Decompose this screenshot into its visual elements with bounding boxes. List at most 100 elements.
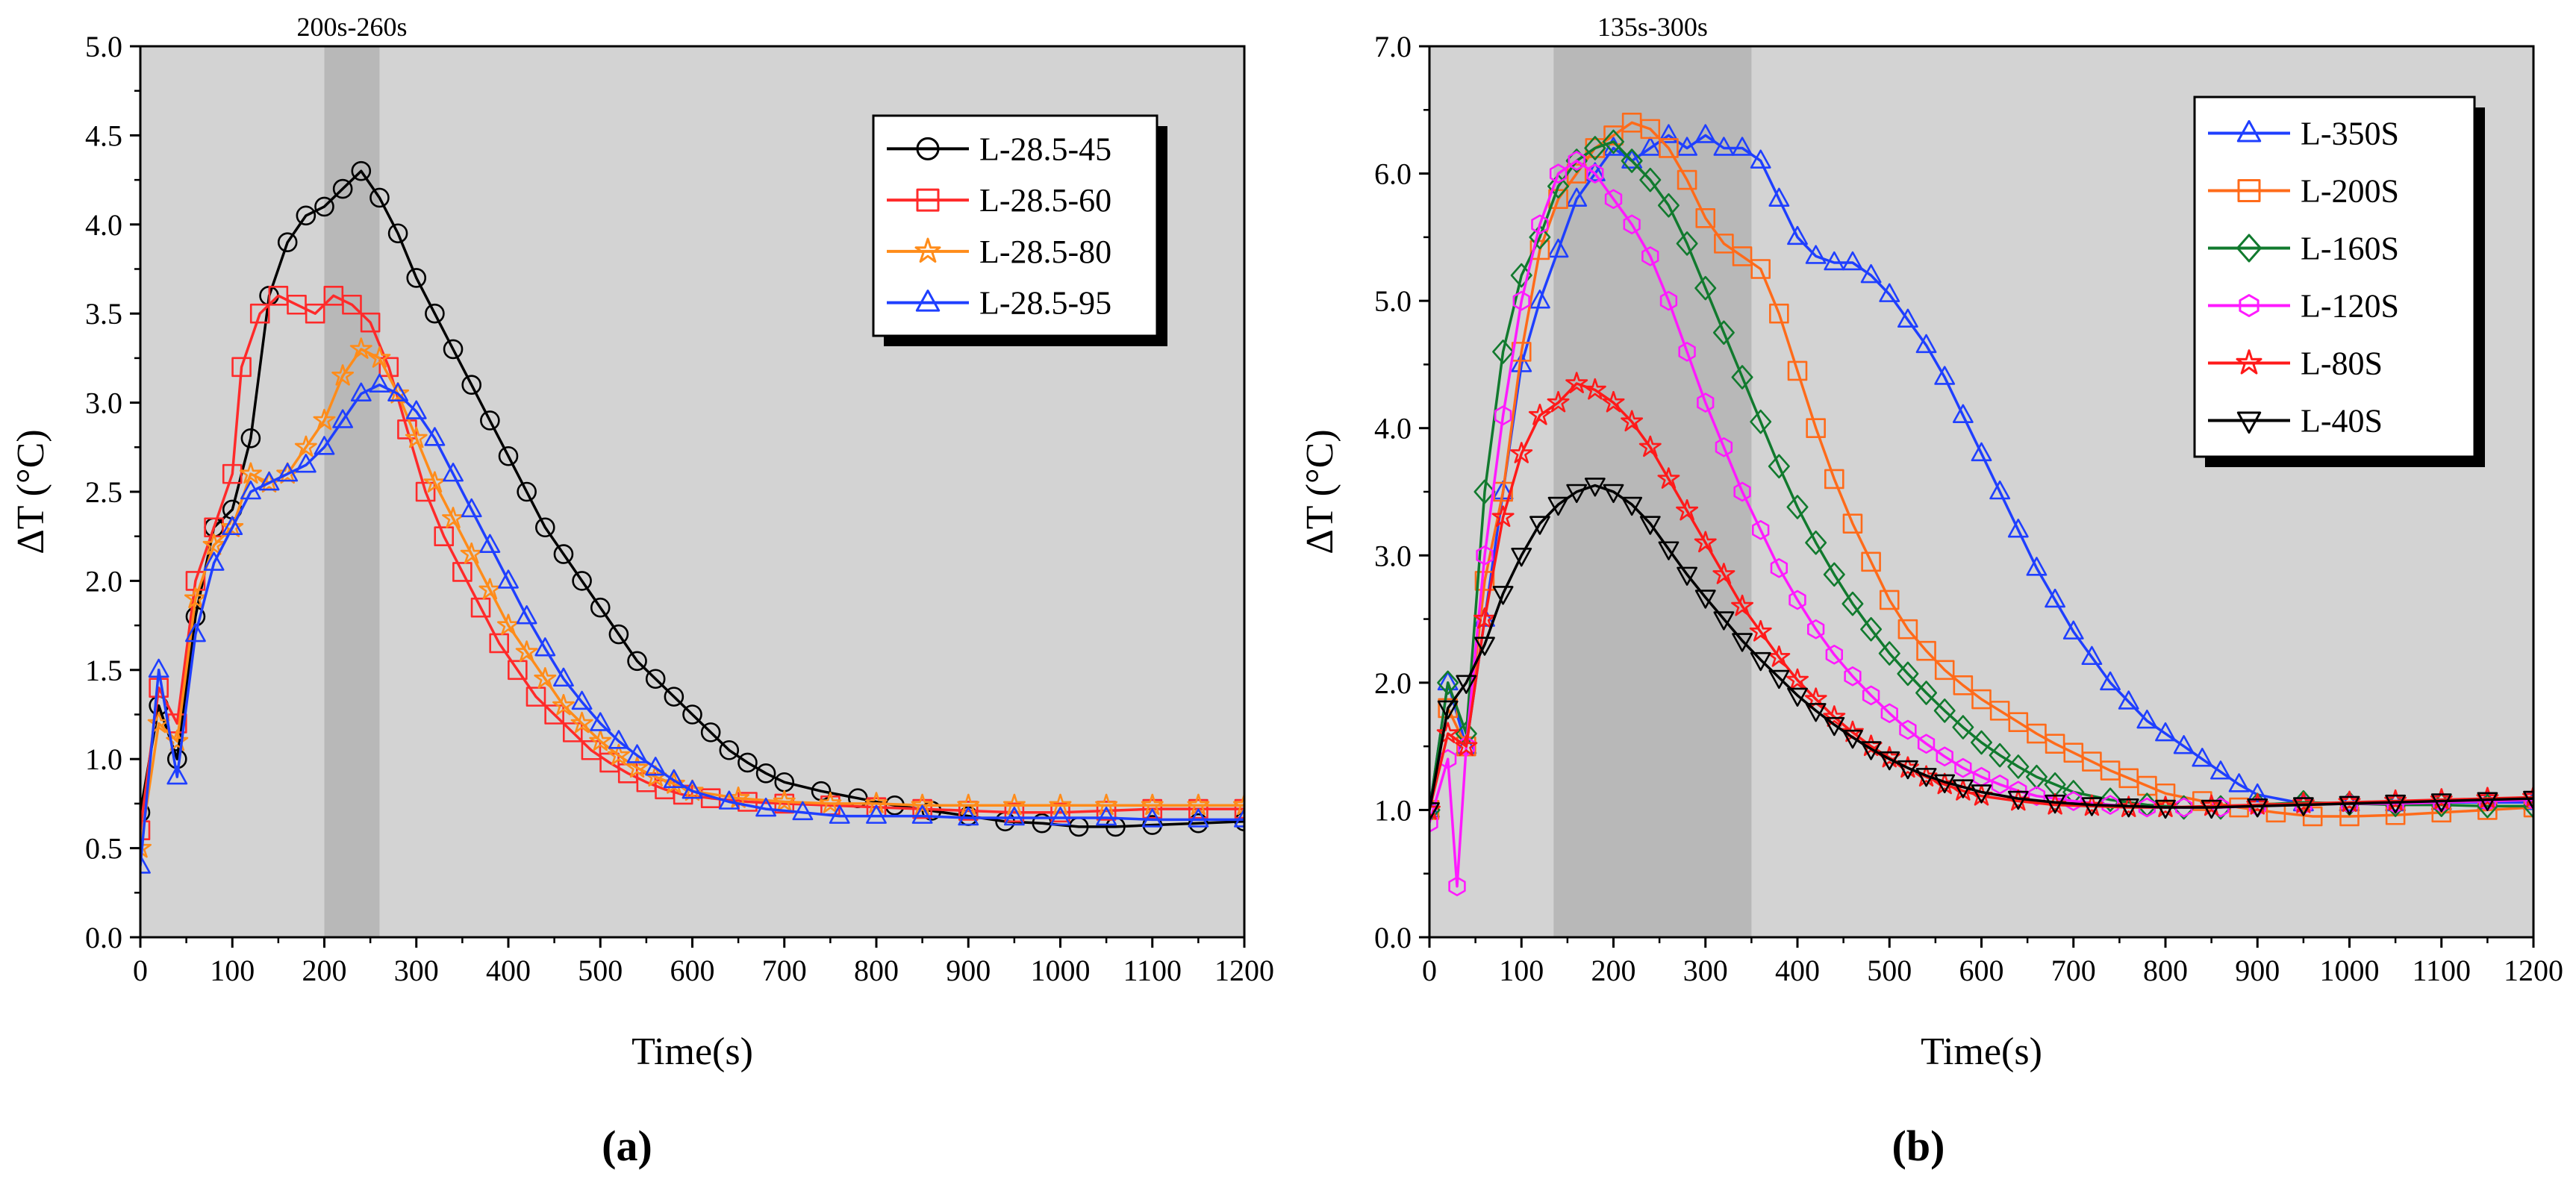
x-tick-label: 100 [210,954,255,987]
series-point-l-120s [1697,393,1715,413]
series-point-l-40s [1474,637,1495,656]
series-point-l-28-5-95 [571,690,593,710]
series-point-l-28-5-95 [1188,808,1209,828]
series-point-l-80s [1583,378,1606,400]
y-tick-label: 2.5 [85,475,122,509]
series-point-l-28-5-60 [820,795,841,816]
x-tick-label: 200 [1591,954,1636,987]
series-point-l-40s [2118,798,2139,818]
series-point-l-40s [2201,799,2222,819]
series-point-l-350s [1529,290,1550,309]
series-point-l-28-5-45 [664,687,684,707]
x-tick-label: 200 [302,954,347,987]
series-point-l-28-5-95 [314,436,335,455]
series-point-l-28-5-95 [534,637,556,657]
series-point-l-40s [1713,611,1735,631]
series-point-l-28-5-95 [277,463,299,482]
series-point-l-120s [1604,189,1623,209]
series-point-l-28-5-80 [911,793,934,816]
series-point-l-200s [1493,481,1513,502]
series-point-l-160s [1878,641,1900,666]
series-point-l-28-5-95 [645,757,667,776]
y-tick-label: 3.0 [85,387,122,420]
series-point-l-28-5-60 [912,798,932,819]
series-point-l-28-5-45 [277,232,298,252]
series-point-l-28-5-95 [332,409,354,428]
series-point-l-28-5-45 [517,481,537,502]
series-point-l-40s [1621,496,1643,516]
series-point-l-350s [1639,137,1661,156]
series-point-l-28-5-95 [608,730,629,749]
series-point-l-28-5-60 [249,303,270,324]
series-point-l-28-5-45 [1188,813,1209,834]
series-point-l-28-5-60 [1188,798,1209,819]
series-point-l-28-5-95 [166,765,188,785]
series-point-l-80s [1565,372,1588,393]
series-point-l-40s [2523,790,2533,810]
series-point-l-350s [1658,124,1680,143]
series-point-l-28-5-95 [222,516,243,536]
series-point-l-80s [1491,505,1515,528]
series-point-l-28-5-45 [443,339,464,360]
series-point-l-28-5-45 [553,544,574,564]
series-point-l-120s [2138,797,2156,818]
series-point-l-200s [1897,619,1918,640]
series-point-l-120s [1880,703,1898,724]
series-point-l-160s [1603,129,1624,154]
series-point-l-28-5-80 [313,408,336,431]
series-point-l-40s [1639,516,1661,535]
y-tick-label: 4.0 [85,208,122,242]
series-point-l-200s [1474,571,1495,591]
series-point-l-28-5-95 [682,780,703,799]
series-point-l-40s [1860,741,1882,760]
series-point-l-120s [1844,666,1862,687]
highlight-band [1553,46,1752,937]
series-point-l-160s [1823,562,1845,587]
series-point-l-40s [1658,541,1680,560]
series-point-l-28-5-45 [1234,811,1244,832]
series-point-l-28-5-95 [295,454,316,473]
series-point-l-28-5-60 [149,678,169,698]
series-point-l-200s [1824,469,1844,490]
series-point-l-350s [2045,588,2065,608]
x-axis-title: Time(s) [1921,1031,2042,1073]
series-point-l-120s [2175,797,2193,818]
series-point-l-28-5-45 [700,722,721,742]
series-point-l-120s [1807,619,1825,640]
series-point-l-28-5-95 [958,806,979,826]
series-point-l-160s [1694,275,1717,301]
series-point-l-28-5-80 [368,346,391,368]
series-point-l-120s [1862,685,1880,706]
x-tick-label: 900 [946,954,991,987]
series-point-l-120s [2027,786,2046,806]
series-point-l-350s [2118,690,2139,710]
series-point-l-28-5-80 [515,640,538,662]
x-tick-label: 700 [762,954,807,987]
series-point-l-160s [2173,795,2195,820]
series-point-l-350s [2173,735,2195,754]
series-point-l-350s [2155,722,2176,742]
series-point-l-28-5-80 [239,462,262,484]
series-point-l-350s [2247,783,2268,803]
series-point-l-28-5-95 [350,382,372,401]
series-point-l-28-5-80 [221,516,244,537]
series-point-l-80s [1602,390,1625,413]
x-tick-label: 500 [578,954,623,987]
y-tick-label: 3.0 [1374,539,1412,572]
series-point-l-40s [1584,478,1606,497]
series-point-l-160s [2099,787,2121,813]
series-point-l-350s [1915,334,1937,354]
series-point-l-350s [1547,238,1569,258]
series-point-l-160s [1565,148,1588,173]
series-point-l-160s [1768,454,1790,479]
y-tick-label: 3.5 [85,297,122,331]
y-tick-label: 4.0 [1374,412,1412,445]
x-tick-label: 400 [486,954,531,987]
series-point-l-28-5-95 [203,551,225,571]
x-tick-label: 100 [1499,954,1544,987]
series-point-l-350s [1621,149,1643,169]
series-point-l-28-5-45 [461,375,482,395]
series-point-l-200s [1787,360,1808,381]
series-point-l-40s [2081,797,2103,816]
